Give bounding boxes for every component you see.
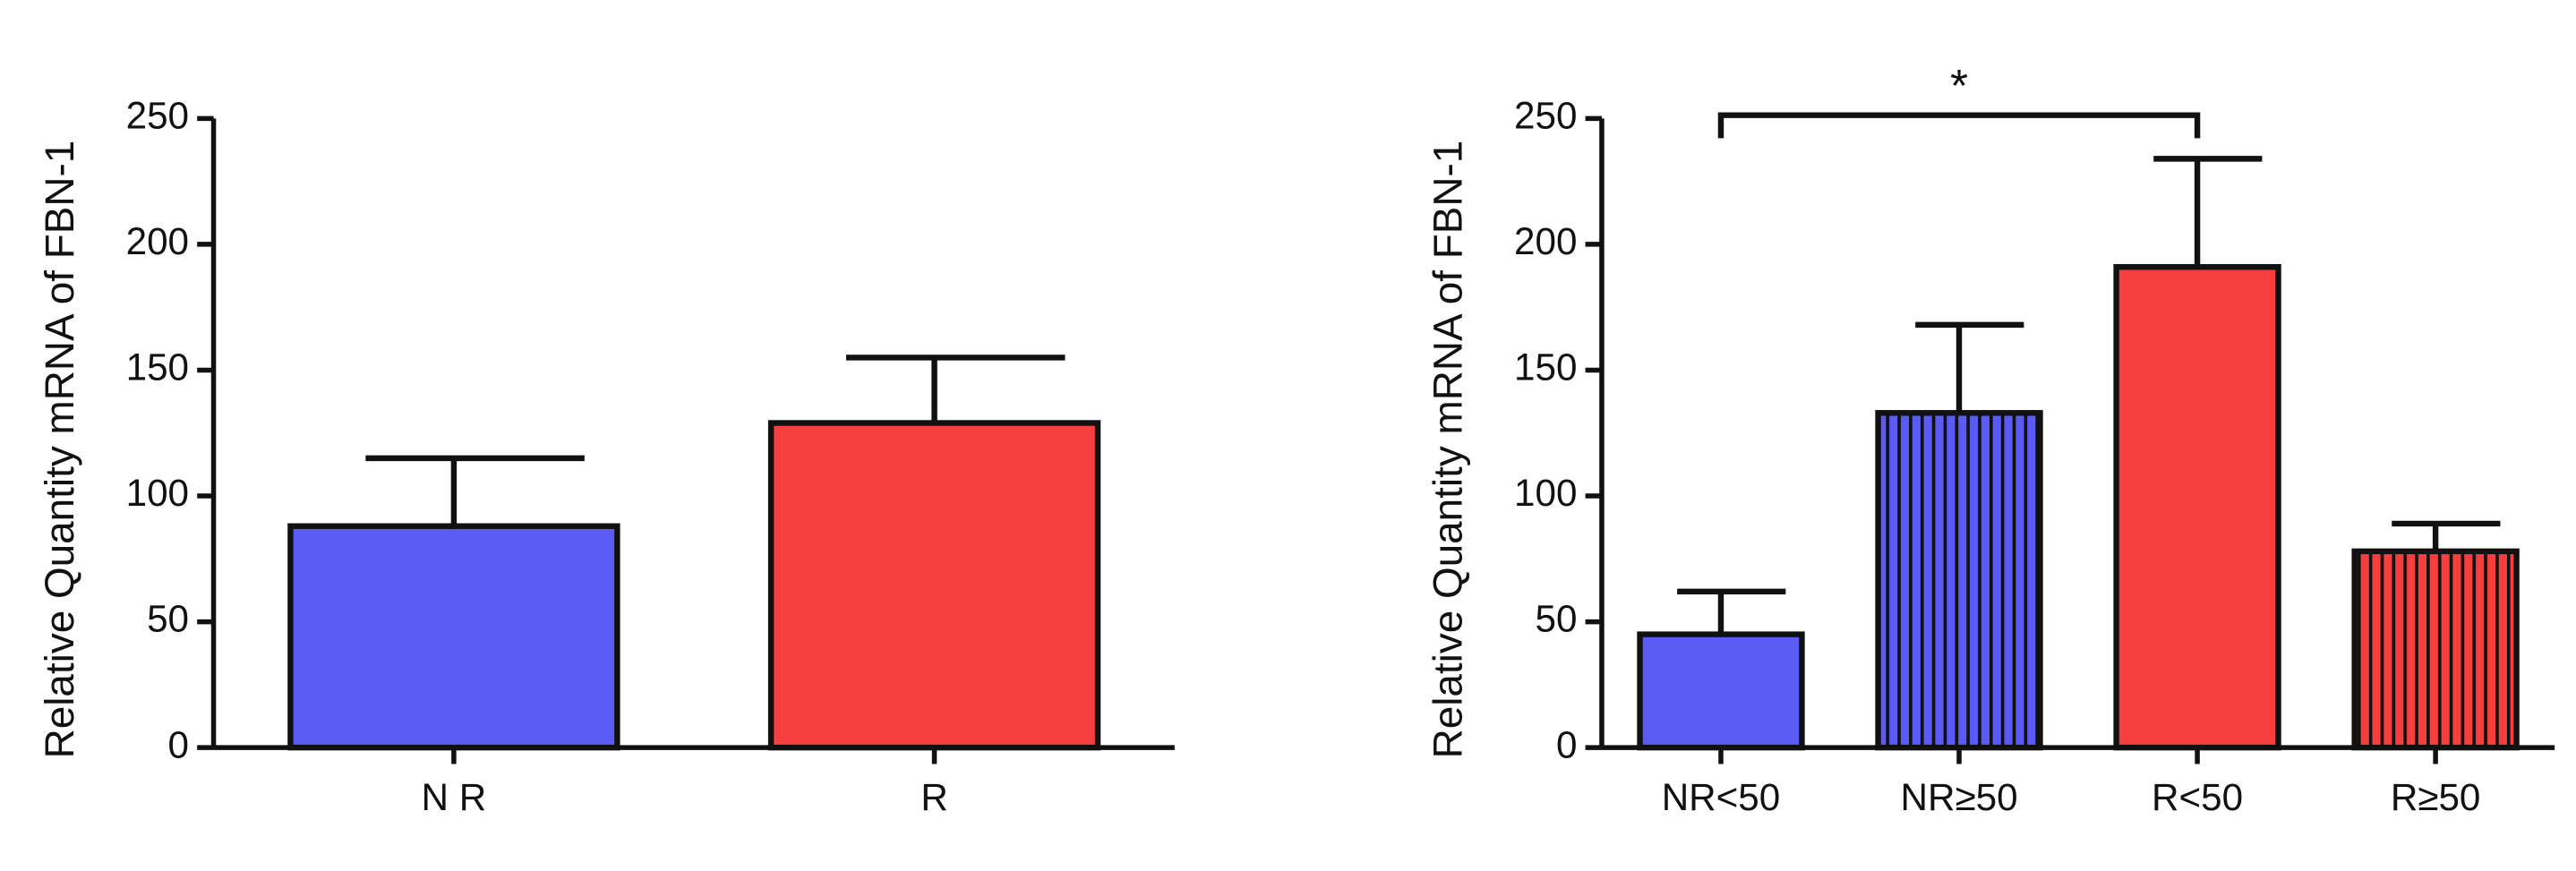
bar bbox=[2351, 548, 2520, 751]
y-tick-label: 50 bbox=[1535, 598, 1577, 640]
y-tick-label: 100 bbox=[126, 472, 189, 514]
y-tick-label: 200 bbox=[1514, 220, 1577, 262]
y-tick-label: 100 bbox=[1514, 472, 1577, 514]
x-tick-label: N R bbox=[422, 776, 487, 818]
significance-label: * bbox=[1950, 59, 1968, 111]
bar bbox=[767, 420, 1101, 751]
bar bbox=[1875, 410, 2043, 751]
significance-bracket bbox=[1717, 112, 2201, 139]
y-tick-label: 0 bbox=[1556, 723, 1577, 765]
y-tick-label: 250 bbox=[1514, 95, 1577, 137]
y-tick-label: 0 bbox=[168, 723, 189, 765]
y-tick-label: 50 bbox=[147, 598, 189, 640]
x-tick-label: R bbox=[920, 776, 947, 818]
x-tick-label: NR<50 bbox=[1662, 776, 1780, 818]
y-tick-label: 200 bbox=[126, 220, 189, 262]
bar bbox=[287, 523, 620, 751]
bar bbox=[1637, 631, 1805, 751]
y-tick-label: 150 bbox=[126, 346, 189, 389]
y-axis-label: Relative Quantity mRNA of FBN-1 bbox=[1424, 141, 1470, 759]
y-axis-label: Relative Quantity mRNA of FBN-1 bbox=[36, 141, 82, 759]
x-tick-label: R<50 bbox=[2152, 776, 2243, 818]
bar bbox=[2113, 264, 2281, 751]
x-tick-label: R≥50 bbox=[2391, 776, 2481, 818]
y-tick-label: 250 bbox=[126, 95, 189, 137]
y-tick-label: 150 bbox=[1514, 346, 1577, 389]
x-tick-label: NR≥50 bbox=[1901, 776, 2018, 818]
